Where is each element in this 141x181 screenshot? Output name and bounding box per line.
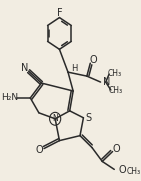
Text: CH₃: CH₃ [109,87,123,96]
Text: N: N [103,77,111,87]
Text: O: O [36,145,44,155]
Text: H₂N: H₂N [1,93,18,102]
Text: O: O [119,165,126,175]
Text: O: O [90,55,98,65]
Text: N: N [21,63,28,73]
Text: CH₃: CH₃ [126,167,140,176]
Text: CH₃: CH₃ [107,69,121,78]
Text: S: S [85,113,92,123]
Text: F: F [57,8,62,18]
Text: O: O [112,144,120,153]
Text: N: N [52,114,58,123]
Text: H: H [71,64,77,73]
